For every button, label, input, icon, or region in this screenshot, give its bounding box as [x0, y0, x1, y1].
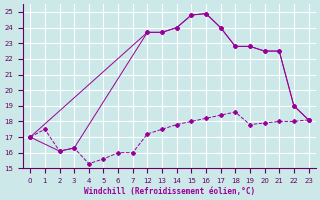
X-axis label: Windchill (Refroidissement éolien,°C): Windchill (Refroidissement éolien,°C)	[84, 187, 255, 196]
